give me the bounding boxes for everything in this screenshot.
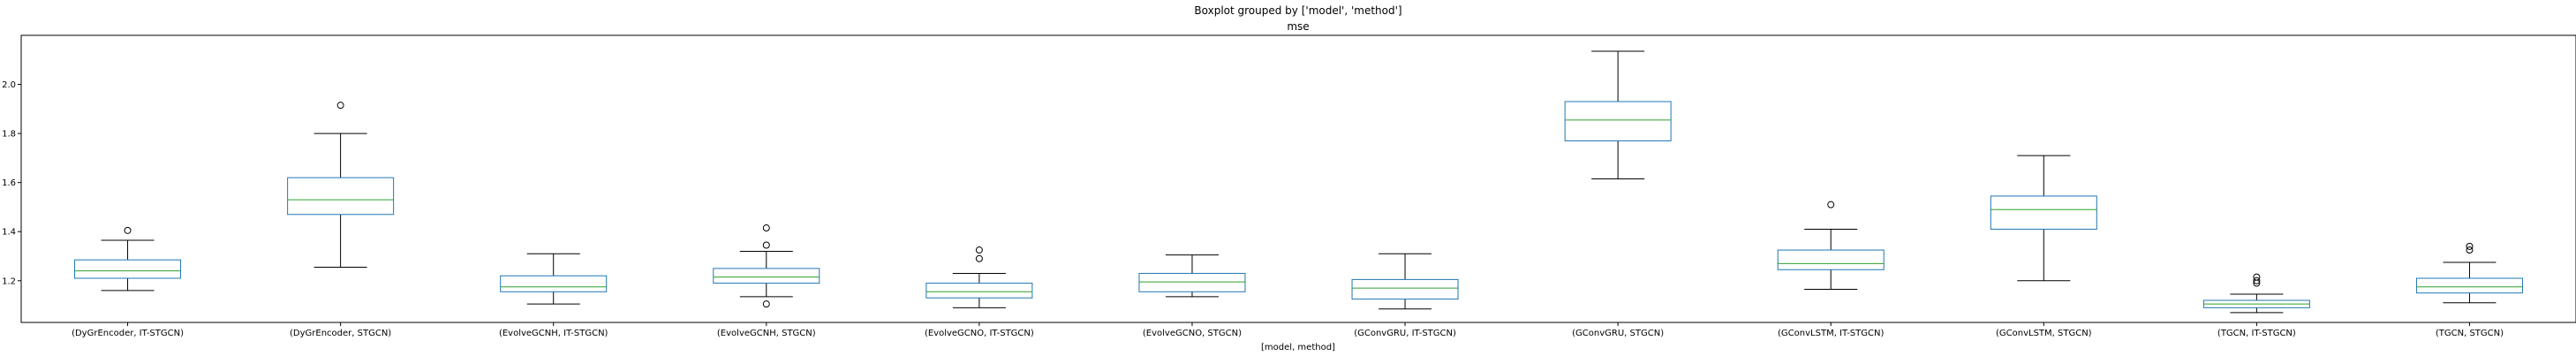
x-tick-label: (GConvGRU, STGCN) xyxy=(1572,329,1664,338)
iqr-box xyxy=(1351,278,1459,300)
box-group xyxy=(2202,273,2310,314)
outlier-point xyxy=(975,254,983,262)
x-tick-label: (DyGrEncoder, IT-STGCN) xyxy=(72,329,184,338)
outlier-point xyxy=(336,102,344,110)
outlier-point xyxy=(975,246,983,254)
outlier-point xyxy=(762,224,770,232)
box-group xyxy=(1138,254,1246,298)
y-tick-label: 1.2 xyxy=(2,276,16,286)
y-tick-label: 2.0 xyxy=(2,80,16,90)
y-tick-label: 1.4 xyxy=(2,228,16,238)
iqr-box xyxy=(2415,277,2523,294)
box-group xyxy=(2415,242,2523,304)
box-group xyxy=(74,226,182,292)
iqr-box xyxy=(1990,195,2097,230)
iqr-box xyxy=(925,283,1033,299)
chart-subtitle: mse xyxy=(1287,20,1309,33)
x-tick-label: (GConvLSTM, STGCN) xyxy=(1996,329,2092,338)
box-group xyxy=(925,246,1033,308)
outlier-point xyxy=(762,300,770,308)
x-tick-label: (GConvGRU, IT-STGCN) xyxy=(1354,329,1456,338)
iqr-box xyxy=(713,268,820,284)
box-group xyxy=(1564,50,1672,179)
iqr-box xyxy=(1138,272,1246,292)
iqr-box xyxy=(287,177,395,216)
box-group xyxy=(1351,253,1459,310)
box-group xyxy=(287,102,395,268)
outlier-point xyxy=(2466,242,2474,250)
x-tick-label: (EvolveGCNO, STGCN) xyxy=(1143,329,1242,338)
x-tick-label: (EvolveGCNH, IT-STGCN) xyxy=(499,329,608,338)
x-tick-label: (GConvLSTM, IT-STGCN) xyxy=(1778,329,1884,338)
outlier-point xyxy=(124,226,132,234)
x-axis: (DyGrEncoder, IT-STGCN) (DyGrEncoder, STG… xyxy=(72,322,2504,338)
iqr-box xyxy=(1564,101,1672,141)
y-tick-label: 1.8 xyxy=(2,130,16,140)
box-group xyxy=(1777,201,1885,290)
x-tick-label: (DyGrEncoder, STGCN) xyxy=(290,329,391,338)
box-group xyxy=(1990,155,2097,282)
box-group xyxy=(713,224,820,308)
iqr-box xyxy=(1777,249,1885,270)
outlier-point xyxy=(762,241,770,249)
y-tick-label: 1.6 xyxy=(2,178,16,188)
x-tick-label: (TGCN, STGCN) xyxy=(2436,329,2504,338)
outlier-point xyxy=(1827,201,1835,208)
x-axis-label: [model, method] xyxy=(1261,343,1335,352)
box-group xyxy=(500,253,608,305)
y-axis: 1.2 1.4 1.6 1.8 2.0 xyxy=(2,80,21,286)
x-tick-label: (EvolveGCNO, IT-STGCN) xyxy=(925,329,1034,338)
plot-area xyxy=(20,34,2576,323)
x-tick-label: (EvolveGCNH, STGCN) xyxy=(717,329,816,338)
x-tick-label: (TGCN, IT-STGCN) xyxy=(2217,329,2296,338)
iqr-box xyxy=(500,275,608,292)
chart-title: Boxplot grouped by ['model', 'method'] xyxy=(1194,4,1401,17)
outlier-point xyxy=(2253,276,2261,284)
iqr-box xyxy=(74,259,182,279)
boxes-group xyxy=(74,50,2523,314)
outlier-point xyxy=(2253,273,2261,281)
outlier-point xyxy=(2466,246,2474,254)
